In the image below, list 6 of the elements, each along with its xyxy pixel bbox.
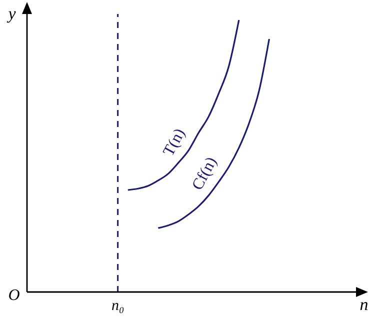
text: n₀: [111, 298, 124, 314]
text: T(n): [160, 126, 189, 159]
text: O: [8, 287, 20, 304]
x-axis-title: n: [360, 295, 368, 314]
y-axis-title: y: [6, 4, 16, 23]
text: Cf(n): [189, 154, 220, 194]
